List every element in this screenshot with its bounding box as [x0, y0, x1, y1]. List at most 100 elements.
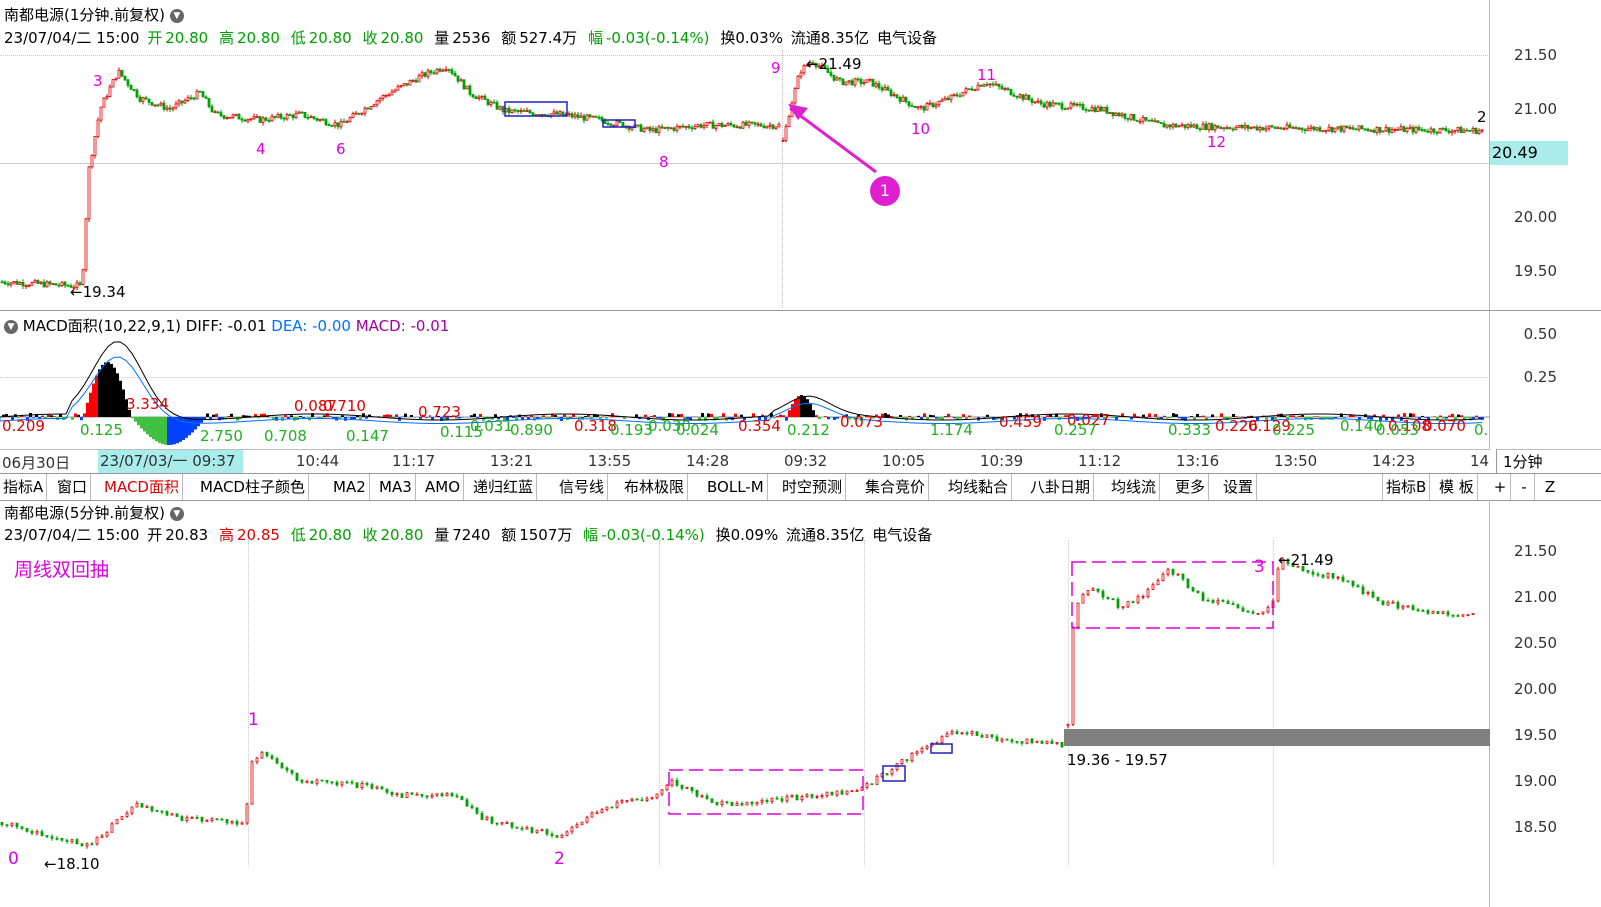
zoom-out-button[interactable]: -: [1514, 474, 1535, 500]
macd-bar: [197, 417, 200, 427]
reset-zoom-button[interactable]: Z: [1544, 478, 1556, 496]
candle-body: [1414, 126, 1418, 133]
toolbar-item-macd-bar-color[interactable]: MACD柱子颜色: [197, 474, 309, 500]
candle-body: [240, 822, 244, 825]
toolbar-item-ma2[interactable]: MA2: [330, 474, 370, 500]
candle-body: [324, 119, 328, 126]
toolbar-item-ma-convergence[interactable]: 均线黏合: [945, 474, 1013, 500]
candle-body: [168, 107, 172, 110]
macd-bar: [1142, 414, 1145, 417]
candle-body: [295, 772, 299, 781]
macd-bar: [188, 417, 191, 436]
bottom-price-chart[interactable]: [0, 500, 1490, 907]
bottom-ytick: 21.50: [1514, 542, 1557, 560]
toolbar-item-template[interactable]: 模 板: [1436, 474, 1478, 500]
candle-body: [660, 126, 664, 129]
toolbar-item-ma-flow[interactable]: 均线流: [1108, 474, 1161, 500]
macd-bar: [389, 414, 392, 417]
macd-panel[interactable]: ▼ MACD面积(10,22,9,1) DIFF: -0.01 DEA: -0.…: [0, 311, 1601, 449]
candle-body: [815, 796, 819, 798]
macd-bar: [1121, 413, 1124, 417]
macd-bar: [1352, 415, 1355, 417]
macd-bar: [1433, 416, 1436, 417]
period-selector[interactable]: 1分钟: [1496, 449, 1601, 474]
candle-body: [1015, 741, 1019, 743]
toolbar-item-indicator-a[interactable]: 指标A: [0, 474, 48, 500]
candle-body: [350, 781, 354, 784]
toolbar-item-signal-line[interactable]: 信号线: [556, 474, 609, 500]
macd-bar: [1229, 417, 1232, 418]
candle-body: [1255, 126, 1259, 131]
macd-bar: [1046, 415, 1049, 417]
candle-body: [45, 835, 49, 838]
toolbar-item-time-space-forecast[interactable]: 时空预测: [779, 474, 847, 500]
toolbar-item-amo[interactable]: AMO: [422, 474, 465, 500]
candle-body: [210, 818, 214, 821]
candle-body: [1431, 611, 1435, 614]
bottom-close: 20.80: [380, 526, 424, 544]
macd-bar: [329, 416, 332, 417]
candle-body: [1042, 103, 1046, 108]
candle-body: [1039, 100, 1043, 105]
macd-bar: [338, 417, 341, 420]
toolbar-item-macd-area[interactable]: MACD面积: [101, 474, 183, 500]
toolbar-item-recursive-red-blue[interactable]: 递归红蓝: [470, 474, 538, 500]
candle-body: [726, 123, 730, 126]
bottom-wave-0: 0: [8, 849, 19, 869]
top-chart-panel[interactable]: 南都电源(1分钟.前复权) ▼ 23/07/04/二 15:00 开 20.80 …: [0, 0, 1601, 311]
candle-body: [183, 100, 187, 104]
candle-body: [784, 126, 788, 141]
macd-area-label-red: 3.334: [126, 395, 169, 413]
candle-body: [1270, 125, 1274, 128]
bottom-chg: -0.03(-0.14%): [601, 526, 705, 544]
candle-body: [1201, 592, 1205, 601]
macd-area-label-green: 0.115: [440, 423, 483, 441]
candle-body: [1236, 604, 1240, 609]
toolbar-item-call-auction[interactable]: 集合竞价: [862, 474, 930, 500]
macd-bar: [350, 417, 353, 420]
toolbar-item-boll-m[interactable]: BOLL-M: [704, 474, 768, 500]
candle-body: [618, 120, 622, 123]
candle-body: [1296, 565, 1300, 568]
zoom-in-button[interactable]: +: [1490, 474, 1511, 500]
callout-arrow: [789, 106, 877, 174]
candle-body: [657, 126, 661, 133]
candle-body: [1252, 126, 1256, 129]
candle-body: [170, 813, 174, 816]
top-low-marker-value: 19.34: [82, 283, 126, 301]
toolbar-item-bagua-date[interactable]: 八卦日期: [1027, 474, 1095, 500]
macd-bar: [758, 417, 761, 421]
macd-bar: [212, 414, 215, 417]
bottom-dropdown-icon[interactable]: ▼: [169, 506, 184, 521]
macd-bar: [548, 417, 551, 419]
candle-body: [1406, 605, 1410, 608]
toolbar-item-bollinger-limit[interactable]: 布林极限: [621, 474, 689, 500]
toolbar-item-settings[interactable]: 设置: [1220, 474, 1258, 500]
candle-body: [1060, 742, 1064, 748]
macd-bar: [1379, 417, 1382, 421]
candle-body: [318, 118, 322, 121]
macd-bar: [1427, 417, 1430, 420]
macd-area-label-red: 0.226: [1215, 417, 1258, 435]
toolbar-item-ma3[interactable]: MA3: [376, 474, 416, 500]
macd-bar: [590, 417, 593, 420]
toolbar-item-indicator-b[interactable]: 指标B: [1382, 474, 1431, 500]
macd-bar: [1460, 415, 1463, 417]
toolbar-item-more[interactable]: 更多: [1172, 474, 1210, 500]
candle-body: [1102, 106, 1106, 112]
candle-body: [489, 101, 493, 106]
candle-body: [135, 89, 139, 98]
bottom-industry: 电气设备: [872, 526, 933, 544]
macd-dropdown-icon[interactable]: ▼: [4, 319, 18, 334]
top-dropdown-icon[interactable]: ▼: [169, 8, 184, 23]
top-price-chart[interactable]: [0, 0, 1490, 310]
candle-body: [1399, 126, 1403, 130]
candle-body: [1045, 101, 1049, 108]
candle-body: [720, 801, 724, 805]
macd-bar: [1130, 417, 1133, 420]
macd-chart[interactable]: [0, 311, 1490, 449]
candle-body: [1000, 738, 1004, 742]
bottom-chart-panel[interactable]: 南都电源(5分钟.前复权) ▼ 23/07/04/二 15:00 开 20.83 …: [0, 500, 1601, 907]
toolbar-item-window[interactable]: 窗口: [54, 474, 92, 500]
candle-body: [459, 79, 463, 82]
